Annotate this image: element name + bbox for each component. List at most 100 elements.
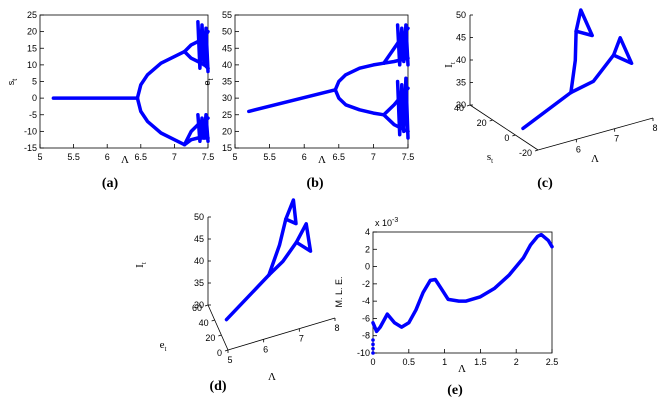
line-3d xyxy=(569,29,578,95)
y-tick-label: 50 xyxy=(222,27,232,37)
line-3d xyxy=(267,217,288,277)
y-axis-label: M. L. E. xyxy=(334,276,344,307)
z-axis-label: It xyxy=(443,62,457,68)
marker xyxy=(371,351,375,355)
y-tick-label: 0 xyxy=(504,133,509,143)
z-tick-label: 35 xyxy=(456,78,466,88)
y-axis-label: et xyxy=(160,339,167,353)
z-tick-label: 30 xyxy=(194,300,204,310)
marker xyxy=(371,338,375,342)
y-tick-label: -8 xyxy=(362,331,370,341)
x-tick-label: 5 xyxy=(37,152,42,162)
plot-frame xyxy=(372,231,553,354)
x-tick-label: 0.5 xyxy=(403,357,416,367)
y-tick-label: 60 xyxy=(192,303,202,313)
y-tick-label: 20 xyxy=(205,333,215,343)
x-tick-label: 0 xyxy=(370,357,375,367)
y-tick-label: 20 xyxy=(477,118,487,128)
y-tick-label: 35 xyxy=(222,77,232,87)
axis-line xyxy=(469,104,539,151)
y-tick-label: 40 xyxy=(222,60,232,70)
y-tick-label: -10 xyxy=(24,126,37,136)
y-axis-label-main: e xyxy=(202,80,212,85)
x-tick-label: 6 xyxy=(302,152,307,162)
line xyxy=(371,232,554,334)
line xyxy=(135,49,187,100)
z-tick-label: 50 xyxy=(456,10,466,20)
line xyxy=(333,61,386,92)
line-3d xyxy=(267,240,299,277)
axis-line xyxy=(207,304,229,351)
y-tick-label: -6 xyxy=(362,313,370,323)
x-tick-label: 8 xyxy=(652,123,657,133)
panel-label: (d) xyxy=(209,379,226,394)
z-tick-label: 40 xyxy=(194,256,204,266)
x-tick-label: 6.5 xyxy=(135,152,148,162)
x-tick-label: 6 xyxy=(263,344,268,354)
y-multiplier-sup: -3 xyxy=(392,217,398,224)
x-tick-label: 8 xyxy=(334,323,339,333)
line xyxy=(247,88,338,114)
y-axis-label-sub: t xyxy=(12,79,19,81)
y-axis-label: st xyxy=(487,151,493,165)
x-tick-label: 7 xyxy=(299,334,304,344)
x-tick-label: 5.5 xyxy=(263,152,276,162)
x-tick-label: 7.5 xyxy=(202,152,215,162)
z-tick-label: 45 xyxy=(456,33,466,43)
y-tick xyxy=(204,304,209,307)
y-tick-label: 15 xyxy=(27,43,37,53)
y-tick xyxy=(512,134,516,137)
y-tick-label: 0 xyxy=(32,93,37,103)
y-tick-label: -2 xyxy=(362,279,370,289)
line xyxy=(333,88,386,117)
line xyxy=(395,23,410,67)
y-tick-label: -20 xyxy=(519,148,532,158)
panel-label: (b) xyxy=(306,176,323,191)
y-tick-label: 2 xyxy=(365,244,370,254)
x-tick-label: 2 xyxy=(514,357,519,367)
line-3d xyxy=(224,273,271,322)
line xyxy=(395,76,410,140)
y-tick-label: 20 xyxy=(222,126,232,136)
line-3d xyxy=(569,53,616,95)
panel-label: (a) xyxy=(102,176,119,191)
y-tick xyxy=(466,104,471,107)
x-tick-label: 1.5 xyxy=(474,357,487,367)
z-axis-label-main: I xyxy=(134,264,146,268)
line-3d xyxy=(574,8,594,38)
line xyxy=(196,113,210,144)
y-tick-label: 40 xyxy=(454,103,464,113)
line-3d xyxy=(611,36,634,66)
y-axis-label: st xyxy=(6,79,19,86)
y-tick-label: 0 xyxy=(365,262,370,272)
line-3d xyxy=(294,222,313,253)
line-3d xyxy=(521,90,573,131)
y-tick xyxy=(211,319,215,322)
y-axis-label-main: M. L. E. xyxy=(334,276,344,307)
axis-line xyxy=(227,317,336,351)
marker xyxy=(371,342,375,347)
y-tick-label: -4 xyxy=(362,296,370,306)
y-tick xyxy=(534,149,539,152)
z-tick-label: 30 xyxy=(456,100,466,110)
y-axis-label-sub: t xyxy=(164,345,166,353)
x-axis-label: Λ xyxy=(121,154,129,166)
axis-line xyxy=(537,117,654,151)
z-tick-label: 45 xyxy=(194,234,204,244)
y-axis-label-main: e xyxy=(160,339,165,351)
x-axis-label: Λ xyxy=(458,363,466,375)
plot-frame xyxy=(39,14,209,149)
y-axis-label-main: s xyxy=(6,80,16,85)
y-tick xyxy=(489,119,493,122)
y-axis-label-sub: t xyxy=(491,157,493,165)
x-axis-label: Λ xyxy=(318,154,326,166)
y-tick xyxy=(218,334,222,337)
y-tick-label: 10 xyxy=(27,60,37,70)
z-axis-label-sub: t xyxy=(140,262,148,264)
y-multiplier-main: x 10 xyxy=(375,218,392,228)
y-multiplier: x 10-3 xyxy=(375,217,398,228)
y-tick-label: 25 xyxy=(222,110,232,120)
z-axis-label-sub: t xyxy=(449,62,457,64)
z-axis-label: It xyxy=(134,262,148,268)
